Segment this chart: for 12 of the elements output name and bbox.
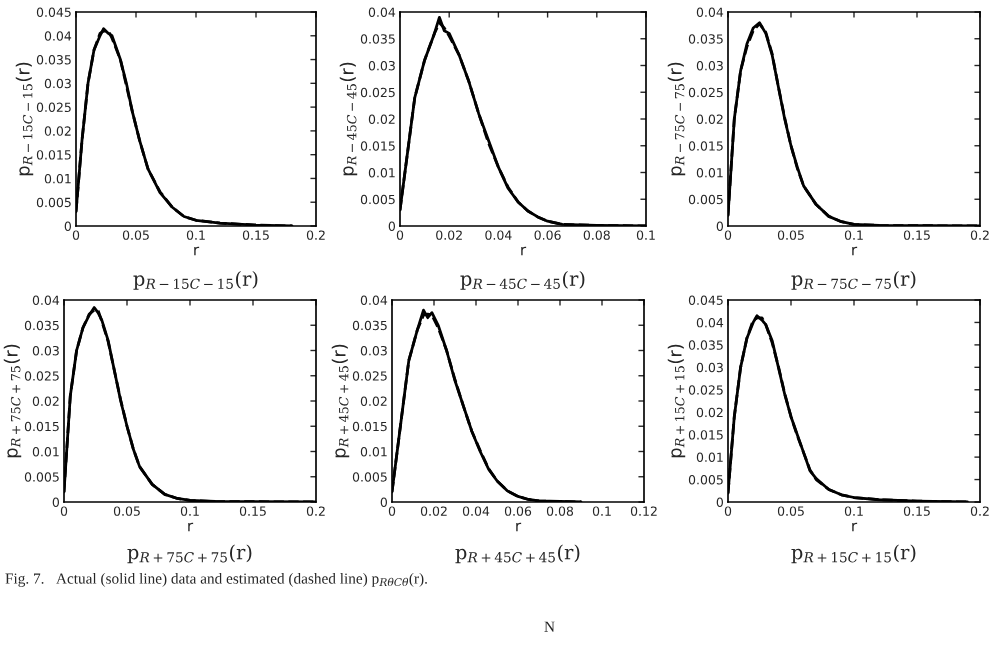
text: p$_{R+45C+45}$(r) xyxy=(455,544,580,564)
text: p$_{R−15C−15}$(r) xyxy=(133,270,258,290)
text: p$_{R−75C−75}$(r) xyxy=(791,270,916,290)
y-axis-title: p$_{R+15C+15}$(r) xyxy=(667,344,686,458)
y-axis-title: p$_{R−75C−75}$(r) xyxy=(667,62,686,176)
y-axis-title: p$_{R+75C+75}$(r) xyxy=(3,344,22,458)
y-axis-title: p$_{R+45C+45}$(r) xyxy=(331,344,350,458)
y-axis-title: p$_{R−15C−15}$(r) xyxy=(15,62,34,176)
y-axis-title: p$_{R−45C−45}$(r) xyxy=(339,62,358,176)
text: p$_{R+75C+75}$(r) xyxy=(127,544,252,564)
text: p$_{R−45C−45}$(r) xyxy=(460,270,585,290)
text: p$_{R+15C+15}$(r) xyxy=(791,544,916,564)
